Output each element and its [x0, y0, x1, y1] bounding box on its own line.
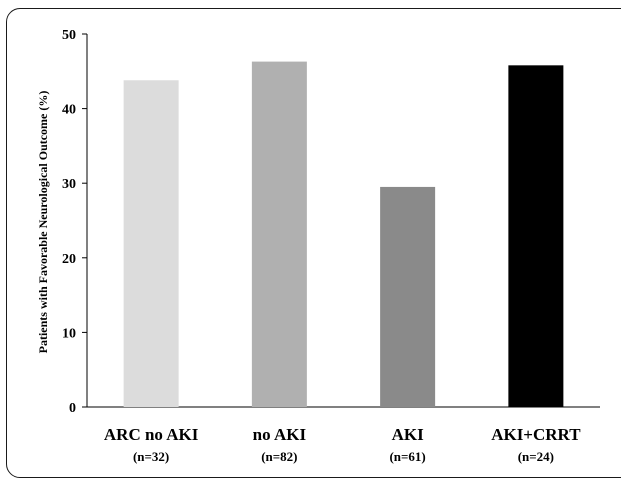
bar	[251, 61, 307, 408]
category-label: no AKI	[253, 425, 307, 444]
bar	[508, 65, 564, 407]
y-tick-label: 50	[62, 28, 76, 43]
bar	[123, 80, 179, 407]
y-tick-label: 40	[62, 103, 76, 118]
y-tick-label: 0	[69, 401, 76, 416]
y-tick-label: 10	[62, 326, 76, 341]
bar	[380, 186, 436, 407]
bar-chart: Patients with Favorable Neurological Out…	[36, 28, 600, 464]
sample-size-label: (n=61)	[389, 449, 425, 464]
category-label: AKI	[392, 425, 425, 444]
y-tick-label: 30	[62, 177, 76, 192]
y-tick-label: 20	[62, 252, 76, 267]
sample-size-label: (n=32)	[133, 449, 169, 464]
sample-size-label: (n=82)	[261, 449, 297, 464]
category-label: ARC no AKI	[104, 425, 199, 444]
category-labels: ARC no AKI (n=32) no AKI (n=82) AKI (n=61) AKI…	[104, 425, 581, 464]
sample-size-label: (n=24)	[518, 449, 554, 464]
bars	[123, 61, 564, 408]
y-axis-title: Patients with Favorable Neurological Out…	[36, 91, 50, 354]
category-label: AKI+CRRT	[491, 425, 581, 444]
